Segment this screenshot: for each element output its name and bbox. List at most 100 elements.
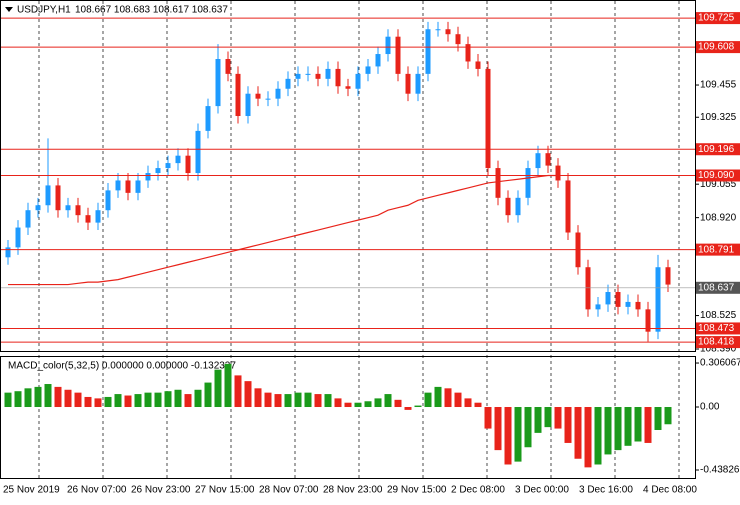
candle-body (255, 93, 261, 99)
time-label: 4 Dec 08:00 (643, 485, 697, 496)
macd-bar (234, 375, 242, 408)
y-tick-label: 108.390 (700, 344, 737, 355)
macd-bar (214, 369, 222, 408)
macd-bar (334, 398, 342, 408)
candle-body (165, 163, 171, 169)
ohlc: 108.667 108.683 108.617 108.637 (75, 5, 228, 16)
candle-body (135, 180, 141, 193)
level-label: 109.090 (698, 170, 735, 181)
candle-body (515, 197, 521, 216)
macd-bar (94, 398, 102, 408)
macd-bar (394, 399, 402, 408)
macd-bar (524, 407, 532, 448)
macd-bar (434, 386, 442, 408)
macd-bar (274, 394, 282, 408)
candle-body (85, 215, 91, 223)
candle-body (595, 304, 601, 310)
candle-body (145, 173, 151, 181)
candle-body (475, 61, 481, 69)
macd-bar (354, 402, 362, 408)
macd-bar (284, 394, 292, 408)
macd-bar (514, 407, 522, 462)
level-label: 108.791 (698, 244, 735, 255)
macd-bar (34, 386, 42, 408)
time-label: 27 Nov 15:00 (195, 485, 255, 496)
time-label: 26 Nov 07:00 (67, 485, 127, 496)
level-box (696, 41, 740, 54)
candle-body (75, 205, 81, 216)
candle-body (615, 292, 621, 307)
candle-body (345, 86, 351, 89)
macd-bar (264, 392, 272, 408)
time-label: 28 Nov 23:00 (323, 485, 383, 496)
candle-body (115, 180, 121, 191)
menu-arrow[interactable] (5, 7, 13, 12)
macd-bar (54, 386, 62, 408)
candle-body (285, 78, 291, 89)
candle-body (325, 68, 331, 79)
macd-tick-label: -0.438267 (700, 465, 740, 476)
macd-bar (304, 392, 312, 408)
candle-body (425, 29, 431, 74)
candle-body (545, 153, 551, 166)
macd-bar (504, 407, 512, 465)
macd-bar (584, 407, 592, 468)
macd-bar (404, 407, 412, 410)
time-label: 2 Dec 08:00 (451, 485, 505, 496)
macd-bar (544, 407, 552, 428)
candle-body (205, 106, 211, 131)
level-box (696, 322, 740, 335)
candle-body (405, 73, 411, 94)
candle-body (585, 267, 591, 310)
macd-bar (534, 407, 542, 433)
candle-body (535, 153, 541, 169)
macd-bar (634, 407, 642, 442)
candle-body (565, 180, 571, 233)
macd-bar (194, 389, 202, 408)
y-tick-label: 108.920 (700, 212, 737, 223)
macd-bar (44, 384, 52, 408)
level-label: 108.473 (698, 323, 735, 334)
level-label: 108.418 (698, 337, 735, 348)
y-tick-label: 109.055 (700, 179, 737, 190)
candle-body (35, 205, 41, 211)
macd-bar (444, 388, 452, 408)
candle-body (605, 292, 611, 305)
macd-bar (384, 394, 392, 408)
time-label: 28 Nov 07:00 (259, 485, 319, 496)
macd-bar (14, 391, 22, 408)
macd-bar (644, 407, 652, 443)
macd-bar (84, 396, 92, 408)
macd-bar (144, 392, 152, 408)
macd-bar (374, 398, 382, 408)
y-tick-label: 109.325 (700, 112, 737, 123)
y-tick-label: 108.525 (700, 310, 737, 321)
macd-title: MACD_color(5,32,5) 0.000000 0.000000 -0.… (8, 361, 236, 372)
candle-body (65, 205, 71, 211)
candle-body (465, 44, 471, 62)
level-box (696, 169, 740, 182)
candle-body (215, 58, 221, 107)
candle-body (505, 197, 511, 216)
macd-bar (104, 396, 112, 408)
candle-body (385, 36, 391, 55)
candle-body (455, 34, 461, 45)
candle-body (655, 267, 661, 332)
candle-body (275, 88, 281, 99)
candle-body (435, 29, 441, 31)
macd-bar (624, 407, 632, 446)
candle-body (395, 36, 401, 74)
macd-bar (4, 392, 12, 408)
macd-bar (124, 395, 132, 408)
candle-body (525, 168, 531, 198)
macd-bar (474, 402, 482, 408)
macd-bar (424, 392, 432, 408)
candle-body (355, 73, 361, 89)
candle-body (15, 227, 21, 248)
macd-bar (554, 407, 562, 429)
level-box (696, 243, 740, 256)
candle-body (365, 66, 371, 74)
time-label: 26 Nov 23:00 (131, 485, 191, 496)
level-label: 109.725 (698, 13, 735, 24)
